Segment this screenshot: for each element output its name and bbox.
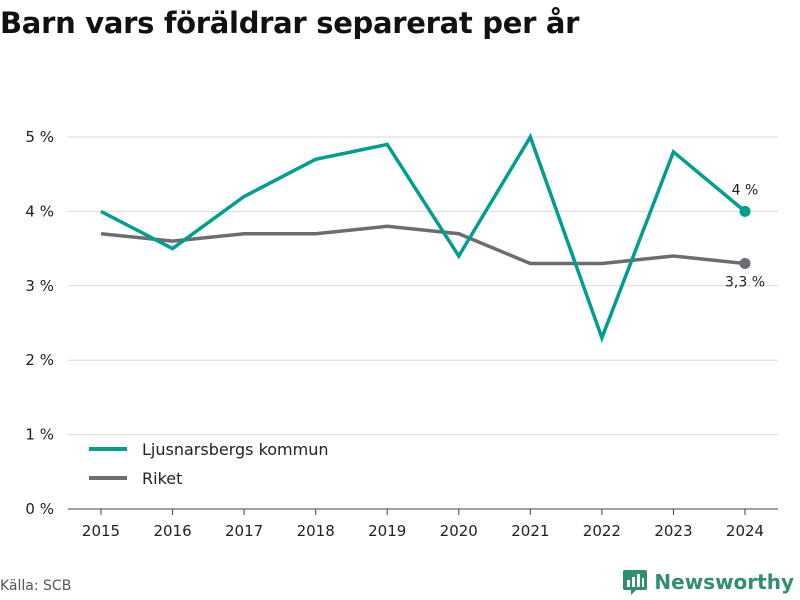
y-tick-label: 0 %	[25, 500, 54, 518]
y-tick-label: 5 %	[25, 128, 54, 146]
x-tick-label: 2017	[225, 522, 263, 540]
y-tick-label: 2 %	[25, 351, 54, 369]
y-tick-label: 4 %	[25, 202, 54, 220]
x-tick-label: 2024	[726, 522, 764, 540]
brand-name: Newsworthy	[654, 570, 794, 594]
x-tick-label: 2022	[583, 522, 621, 540]
x-tick-label: 2023	[654, 522, 692, 540]
x-tick-label: 2016	[153, 522, 191, 540]
legend-label: Ljusnarsbergs kommun	[142, 440, 329, 459]
series-end-point	[739, 257, 751, 269]
end-label-kommun: 4 %	[732, 182, 759, 198]
gridlines: 0 % 1 % 2 % 3 % 4 % 5 %	[25, 128, 778, 518]
series-end-point	[739, 205, 751, 217]
x-tick-label: 2018	[297, 522, 335, 540]
x-tick-label: 2019	[368, 522, 406, 540]
x-tick-label: 2021	[511, 522, 549, 540]
end-label-riket: 3,3 %	[725, 274, 765, 290]
source-text: Källa: SCB	[0, 578, 72, 594]
series-layer: 4 % 3,3 %	[100, 132, 765, 343]
chart-title: Barn vars föräldrar separerat per år	[0, 6, 580, 40]
y-tick-label: 3 %	[25, 277, 54, 295]
x-tick-label: 2020	[440, 522, 478, 540]
series-line-kommun	[100, 132, 747, 343]
legend: Ljusnarsbergs kommun Riket	[89, 440, 329, 488]
brand-logo-group[interactable]: Newsworthy	[622, 568, 794, 596]
x-tick-label: 2015	[82, 522, 120, 540]
x-axis: 2015 2016 2017 2018 2019 2020 2021 2022 2023 2024	[68, 508, 778, 540]
y-tick-label: 1 %	[25, 426, 54, 444]
newsworthy-logo-icon	[623, 570, 648, 595]
legend-label: Riket	[142, 469, 182, 488]
series-line-riket	[100, 224, 746, 266]
